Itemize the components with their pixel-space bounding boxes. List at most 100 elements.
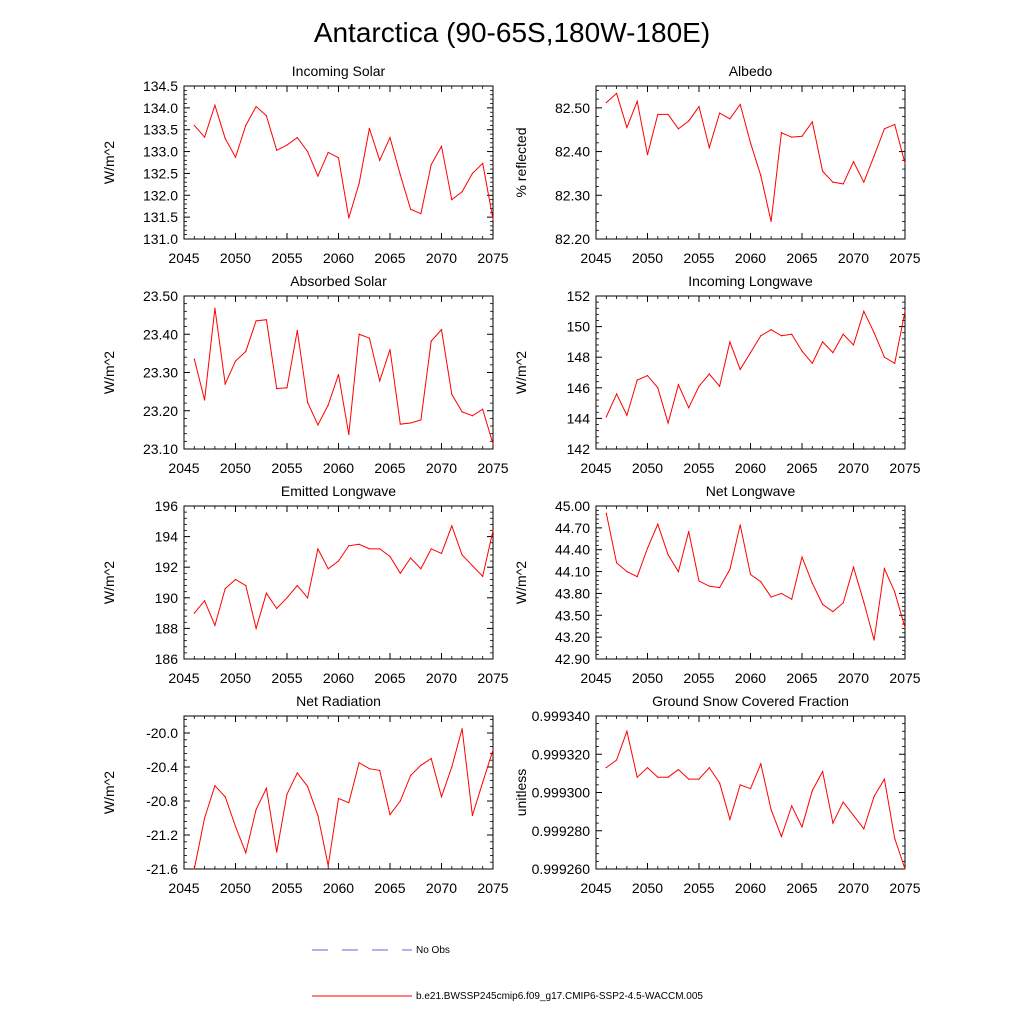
data-point — [894, 591, 896, 593]
x-tick-label: 2065 — [374, 250, 405, 266]
y-tick-label: 23.30 — [143, 365, 178, 381]
data-point — [317, 814, 319, 817]
x-tick-label: 2050 — [220, 880, 251, 896]
y-axis-label: % reflected — [513, 127, 529, 197]
data-point — [719, 587, 721, 589]
data-point — [482, 575, 484, 577]
data-point — [327, 568, 329, 570]
x-tick-label: 2075 — [477, 880, 508, 896]
x-tick-label: 2055 — [271, 880, 302, 896]
data-point — [811, 789, 813, 792]
data-point — [883, 568, 886, 570]
y-tick-label: 43.80 — [555, 585, 590, 601]
data-point — [389, 555, 391, 558]
series-line-model — [605, 513, 906, 641]
data-point — [348, 545, 350, 547]
data-point — [379, 159, 381, 161]
data-point — [193, 612, 195, 614]
y-tick-label: 192 — [155, 559, 179, 575]
data-point — [646, 767, 649, 769]
data-point — [492, 529, 494, 532]
data-point — [883, 356, 886, 358]
y-axis-label: W/m^2 — [101, 771, 117, 814]
data-point — [430, 164, 432, 166]
data-point — [749, 352, 752, 354]
data-point — [440, 329, 443, 331]
series-line-model — [193, 103, 494, 220]
data-point — [657, 387, 659, 389]
data-point — [626, 730, 628, 732]
series-line-model — [193, 524, 494, 631]
x-tick-label: 2045 — [168, 460, 199, 476]
data-point — [636, 776, 638, 778]
x-tick-label: 2050 — [632, 880, 663, 896]
x-tick-label: 2060 — [735, 670, 766, 686]
data-point — [358, 543, 360, 545]
data-point — [616, 92, 618, 95]
y-tick-label: -20.8 — [146, 793, 178, 809]
data-point — [863, 601, 865, 603]
panel-ground-snow-covered-fraction: Ground Snow Covered Fraction unitless 2045… — [513, 693, 921, 896]
data-point — [317, 548, 319, 550]
data-point — [245, 124, 247, 126]
x-tick-label: 2070 — [426, 670, 457, 686]
x-tick-label: 2075 — [477, 250, 508, 266]
data-point — [368, 127, 370, 130]
y-axis-label: W/m^2 — [101, 141, 117, 184]
data-point — [605, 767, 607, 769]
y-tick-label: 82.30 — [555, 187, 590, 203]
panel-title: Net Radiation — [296, 693, 381, 709]
x-tick-label: 2065 — [374, 880, 405, 896]
panel-title: Absorbed Solar — [290, 273, 387, 289]
legend-model-label: b.e21.BWSSP245cmip6.f09_g17.CMIP6-SSP2-4… — [416, 991, 703, 1002]
data-point — [440, 552, 443, 555]
data-point — [234, 156, 237, 158]
y-tick-label: 44.70 — [555, 520, 590, 536]
data-point — [265, 115, 267, 117]
data-point — [420, 764, 422, 766]
data-point — [749, 788, 752, 790]
panel-albedo: Albedo % reflected 2045 2050 2055 2060 2065 207… — [513, 63, 921, 266]
panel-absorbed-solar: Absorbed Solar W/m^2 2045 2050 2055 2060 2065 2… — [101, 273, 509, 476]
x-tick-label: 2055 — [271, 460, 302, 476]
data-point — [337, 797, 340, 800]
plot-frame — [595, 295, 906, 450]
data-point — [677, 768, 680, 771]
data-point — [698, 385, 700, 387]
data-point — [770, 329, 772, 331]
data-point — [471, 415, 473, 417]
data-point — [605, 416, 607, 418]
data-point — [616, 393, 618, 395]
y-axis-label: W/m^2 — [513, 561, 529, 604]
data-point — [883, 778, 886, 780]
data-point — [451, 766, 453, 768]
data-point — [688, 530, 690, 533]
y-tick-label: 82.40 — [555, 144, 590, 160]
data-point — [420, 213, 422, 215]
data-point — [863, 310, 865, 312]
data-point — [852, 161, 855, 163]
x-tick-label: 2055 — [683, 670, 714, 686]
x-tick-label: 2065 — [786, 670, 817, 686]
y-tick-label: 0.999340 — [532, 708, 591, 724]
data-point — [657, 113, 659, 116]
data-point — [770, 809, 772, 811]
data-point — [770, 596, 772, 598]
data-point — [605, 102, 607, 104]
data-point — [389, 136, 391, 139]
data-point — [296, 136, 298, 139]
data-point — [688, 120, 690, 122]
data-point — [688, 778, 690, 780]
panel-title: Ground Snow Covered Fraction — [652, 693, 849, 709]
y-tick-label: 44.40 — [555, 542, 590, 558]
data-point — [894, 362, 896, 364]
x-tick-label: 2065 — [374, 460, 405, 476]
data-point — [667, 113, 669, 116]
x-tick-label: 2055 — [683, 880, 714, 896]
y-tick-label: 0.999300 — [532, 785, 591, 801]
y-tick-label: 196 — [155, 498, 179, 514]
data-point — [379, 380, 381, 382]
data-point — [646, 154, 649, 156]
data-point — [276, 851, 278, 853]
y-tick-label: 133.5 — [143, 122, 178, 138]
